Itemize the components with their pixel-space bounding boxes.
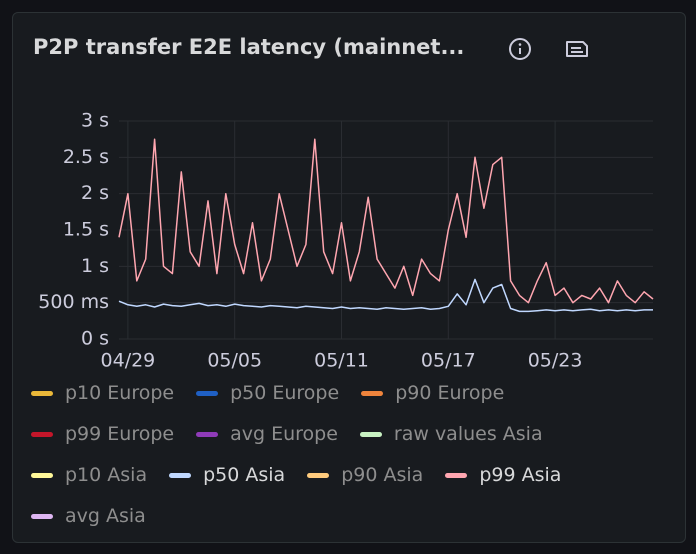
- legend-swatch: [359, 431, 382, 437]
- y-tick-label: 0 s: [81, 328, 109, 350]
- legend-label: p99 Europe: [65, 423, 175, 445]
- legend-item[interactable]: p90 Asia: [307, 459, 423, 491]
- y-tick-label: 2.5 s: [63, 146, 109, 168]
- info-icon[interactable]: [508, 37, 532, 61]
- legend-label: raw values Asia: [393, 423, 543, 445]
- legend-label: avg Asia: [65, 505, 146, 527]
- legend-label: avg Europe: [230, 423, 338, 445]
- legend-label: p90 Asia: [341, 464, 424, 486]
- panel: P2P transfer E2E latency (mainnet... 0 s…: [12, 12, 686, 543]
- y-tick-label: 1 s: [81, 255, 109, 277]
- legend-item[interactable]: p90 Europe: [361, 377, 504, 409]
- plot: 0 s 500 ms 1 s 1.5 s 2 s 2.5 s 3 s 04/29 05/05 05…: [38, 110, 654, 372]
- legend-swatch: [196, 431, 219, 437]
- legend-swatch: [307, 472, 330, 478]
- legend-label: p10 Europe: [65, 382, 175, 404]
- legend-swatch: [31, 431, 53, 437]
- legend-item[interactable]: p10 Asia: [31, 459, 147, 491]
- series-line: [118, 278, 653, 313]
- y-tick-label: 1.5 s: [63, 219, 109, 241]
- y-tick-label: 2 s: [81, 182, 109, 204]
- y-tick-label: 3 s: [81, 110, 109, 132]
- series-line: [118, 138, 654, 304]
- legend-swatch: [169, 472, 192, 478]
- x-tick-label: 05/05: [207, 350, 262, 372]
- legend-label: p99 Asia: [479, 464, 562, 486]
- y-tick-label: 500 ms: [38, 291, 109, 313]
- panel-title: P2P transfer E2E latency (mainnet...: [33, 35, 465, 59]
- legend-item[interactable]: raw values Asia: [359, 418, 543, 450]
- legend-label: p50 Asia: [203, 464, 286, 486]
- legend-label: p50 Europe: [230, 382, 340, 404]
- x-tick-label: 05/11: [314, 350, 369, 372]
- legend-item[interactable]: p50 Europe: [196, 377, 339, 409]
- legend-swatch: [445, 472, 468, 478]
- legend-item[interactable]: p99 Asia: [445, 459, 561, 491]
- legend-item[interactable]: avg Europe: [196, 418, 338, 450]
- notes-icon[interactable]: [564, 37, 590, 61]
- legend-swatch: [31, 472, 53, 478]
- x-tick-label: 04/29: [101, 350, 156, 372]
- legend-label: p90 Europe: [395, 382, 505, 404]
- legend-swatch: [196, 390, 219, 396]
- legend-item[interactable]: p99 Europe: [31, 418, 174, 450]
- legend-item[interactable]: p10 Europe: [31, 377, 174, 409]
- legend-swatch: [361, 390, 384, 396]
- legend: p10 Europe p50 Europe p90 Europe p99 Europe…: [31, 377, 661, 532]
- x-tick-label: 05/17: [421, 350, 476, 372]
- legend-item[interactable]: avg Asia: [31, 500, 146, 532]
- legend-swatch: [31, 390, 53, 396]
- legend-label: p10 Asia: [65, 464, 148, 486]
- legend-item[interactable]: p50 Asia: [169, 459, 285, 491]
- x-tick-label: 05/23: [528, 350, 583, 372]
- legend-swatch: [31, 513, 53, 519]
